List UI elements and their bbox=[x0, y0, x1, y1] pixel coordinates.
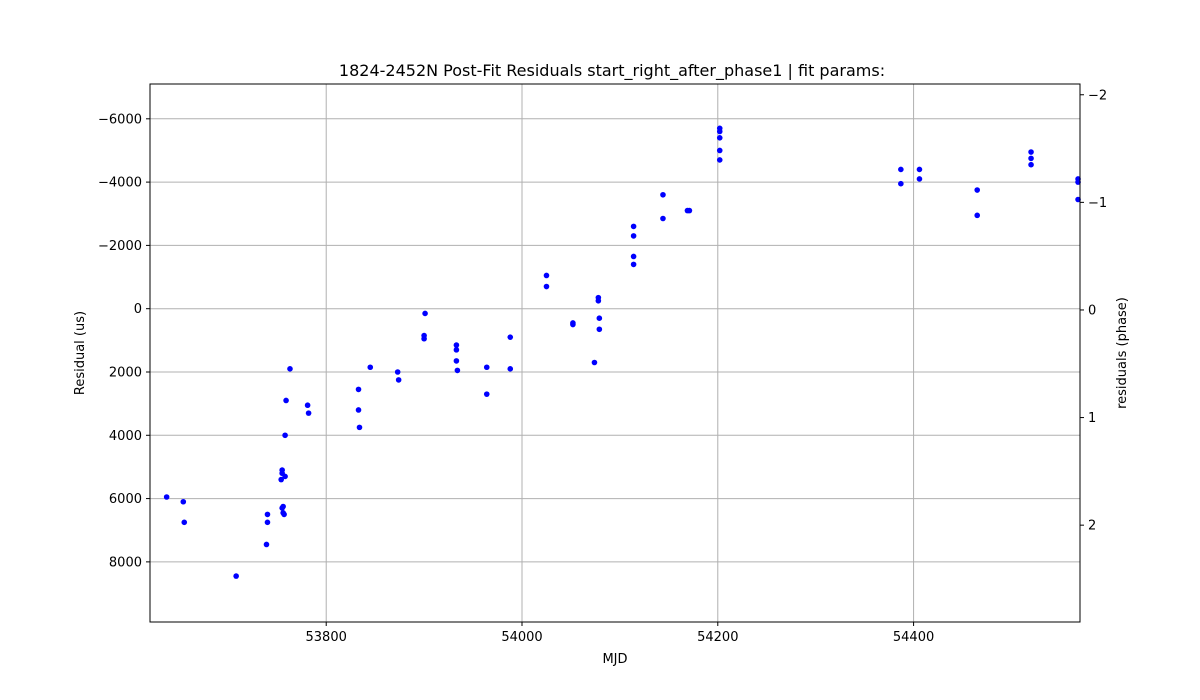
data-point bbox=[453, 342, 460, 348]
data-point bbox=[181, 519, 188, 526]
data-point bbox=[716, 147, 723, 154]
data-point bbox=[660, 191, 666, 198]
data-point bbox=[395, 377, 402, 383]
data-point bbox=[716, 157, 723, 163]
data-point bbox=[507, 366, 514, 372]
x-tick-label: 53800 bbox=[306, 630, 347, 645]
data-point bbox=[630, 233, 637, 239]
data-point bbox=[355, 386, 362, 393]
data-point bbox=[180, 498, 187, 505]
data-point bbox=[596, 315, 603, 321]
data-point bbox=[591, 359, 598, 366]
y-tick-label: 0 bbox=[134, 302, 142, 317]
y-tick-label: 6000 bbox=[109, 492, 142, 507]
data-point bbox=[163, 494, 170, 500]
y-tick-label: −2000 bbox=[98, 239, 142, 254]
y2-axis-label: residuals (phase) bbox=[1115, 297, 1130, 409]
data-point bbox=[454, 367, 461, 374]
data-point bbox=[287, 366, 293, 372]
data-point bbox=[483, 391, 490, 397]
data-point bbox=[686, 207, 693, 214]
y2-tick-label: −2 bbox=[1088, 88, 1107, 103]
y-tick-label: −6000 bbox=[98, 112, 142, 127]
data-point bbox=[281, 511, 287, 518]
data-point bbox=[355, 407, 362, 413]
x-tick-label: 54000 bbox=[501, 630, 542, 645]
data-point bbox=[543, 272, 550, 279]
data-point bbox=[278, 476, 284, 483]
x-axis-label: MJD bbox=[602, 652, 627, 667]
axis-ticks: 53800 54000 54200 54400 −6000 −4000 −2000 0 2000… bbox=[98, 88, 1107, 645]
data-point bbox=[282, 432, 288, 439]
data-point bbox=[1028, 155, 1034, 162]
data-point bbox=[422, 310, 428, 317]
x-tick-label: 54400 bbox=[893, 630, 934, 645]
data-point bbox=[304, 402, 311, 409]
data-point bbox=[974, 187, 981, 193]
chart-title: 1824-2452N Post-Fit Residuals start_righ… bbox=[339, 61, 885, 81]
data-point bbox=[630, 261, 637, 268]
data-point bbox=[421, 332, 427, 339]
data-points bbox=[163, 125, 1081, 579]
y2-tick-label: 2 bbox=[1088, 519, 1096, 534]
data-point bbox=[543, 283, 550, 290]
data-point bbox=[630, 253, 637, 260]
data-point bbox=[263, 541, 270, 548]
data-point bbox=[630, 223, 637, 230]
data-point bbox=[660, 215, 666, 222]
data-point bbox=[264, 519, 271, 526]
x-tick-label: 54200 bbox=[697, 630, 738, 645]
data-point bbox=[1028, 149, 1034, 155]
data-point bbox=[1075, 196, 1081, 203]
data-point bbox=[570, 320, 576, 326]
y2-tick-label: −1 bbox=[1088, 196, 1107, 211]
data-point bbox=[974, 212, 981, 219]
data-point bbox=[916, 166, 923, 173]
data-point bbox=[1028, 161, 1034, 168]
y-axis-label: Residual (us) bbox=[73, 311, 88, 395]
y-tick-label: 4000 bbox=[109, 429, 142, 444]
data-point bbox=[305, 410, 312, 416]
y-tick-label: 2000 bbox=[109, 365, 142, 380]
y2-tick-label: 0 bbox=[1088, 303, 1096, 318]
data-point bbox=[898, 180, 904, 187]
data-point bbox=[716, 135, 723, 141]
data-point bbox=[453, 358, 460, 364]
data-point bbox=[898, 166, 904, 173]
data-point bbox=[367, 364, 374, 371]
plot-frame bbox=[149, 83, 1081, 623]
grid bbox=[150, 84, 1080, 622]
data-point bbox=[453, 347, 460, 353]
data-point bbox=[280, 503, 286, 510]
data-point bbox=[916, 176, 923, 182]
data-point bbox=[716, 128, 723, 135]
y2-tick-label: 1 bbox=[1088, 411, 1096, 426]
data-point bbox=[507, 334, 514, 340]
data-point bbox=[483, 364, 490, 371]
data-point bbox=[1075, 179, 1081, 185]
data-point bbox=[282, 473, 288, 480]
data-point bbox=[394, 369, 401, 375]
data-point bbox=[283, 397, 289, 404]
data-point bbox=[233, 573, 239, 579]
data-point bbox=[595, 297, 602, 304]
y-tick-label: 8000 bbox=[109, 555, 142, 570]
data-point bbox=[596, 326, 603, 333]
data-point bbox=[356, 424, 363, 431]
y-tick-label: −4000 bbox=[98, 176, 142, 191]
data-point bbox=[264, 511, 271, 518]
